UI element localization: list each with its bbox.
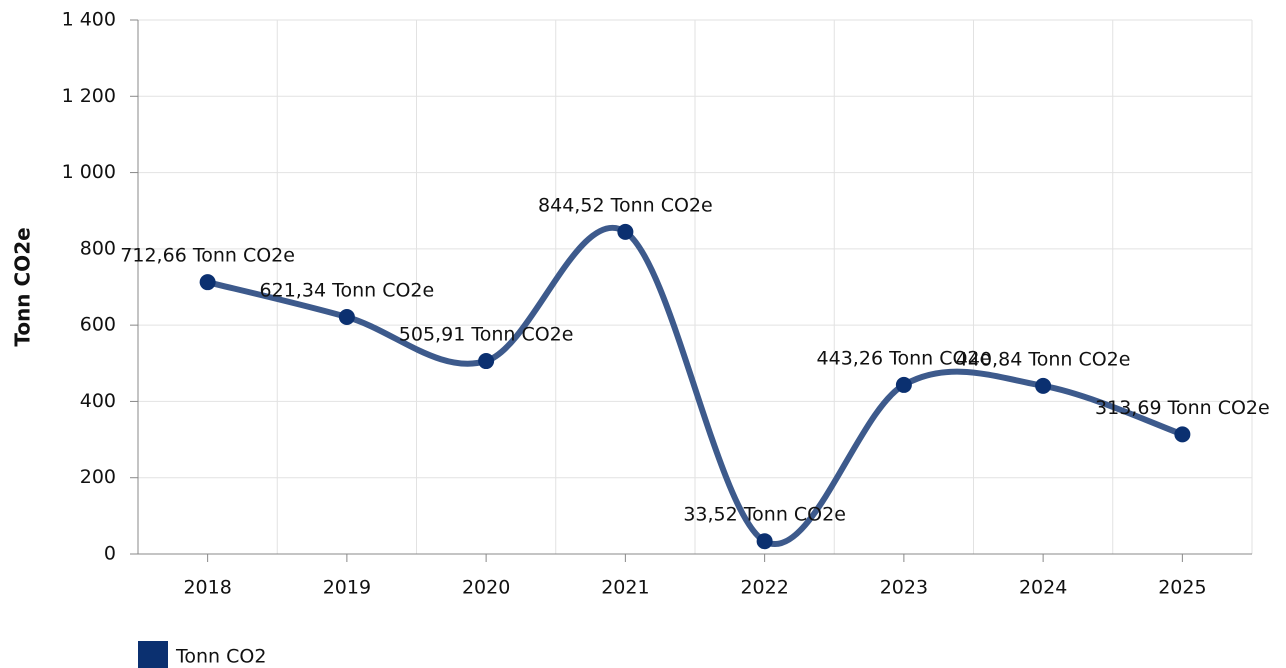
y-tick-label: 1 200 (62, 85, 116, 107)
data-label: 505,91 Tonn CO2e (399, 324, 574, 346)
line (204, 225, 1186, 547)
data-label: 844,52 Tonn CO2e (538, 194, 713, 216)
x-tick-label: 2018 (183, 577, 231, 599)
y-tick-label: 600 (80, 314, 116, 336)
x-tick-label: 2023 (880, 577, 928, 599)
data-label: 313,69 Tonn CO2e (1095, 397, 1270, 419)
x-tick-label: 2025 (1158, 577, 1206, 599)
point (338, 309, 355, 326)
legend-swatch (138, 641, 168, 668)
data-label: 443,26 Tonn CO2e (817, 347, 992, 369)
point (1035, 377, 1052, 394)
point (1174, 426, 1191, 443)
point (199, 274, 216, 291)
x-tick-label: 2020 (462, 577, 510, 599)
y-axis-label: Tonn CO2e (11, 227, 35, 346)
point (756, 533, 773, 550)
x-tick-label: 2024 (1019, 577, 1067, 599)
x-tick-label: 2019 (323, 577, 371, 599)
data-label: 440,84 Tonn CO2e (956, 348, 1131, 370)
y-tick-label: 800 (80, 237, 116, 259)
point (478, 353, 495, 370)
y-tick-label: 400 (80, 390, 116, 412)
x-tick-label: 2022 (740, 577, 788, 599)
data-label: 621,34 Tonn CO2e (260, 280, 435, 302)
point (617, 223, 634, 240)
legend-label: Tonn CO2 (175, 646, 266, 668)
y-tick-label: 1 000 (62, 161, 116, 183)
data-label: 33,52 Tonn CO2e (683, 504, 846, 526)
y-tick-label: 1 400 (62, 9, 116, 31)
data-label: 712,66 Tonn CO2e (120, 245, 295, 267)
y-tick-label: 200 (80, 466, 116, 488)
point (895, 376, 912, 393)
x-tick-label: 2021 (601, 577, 649, 599)
y-tick-label: 0 (104, 543, 116, 565)
